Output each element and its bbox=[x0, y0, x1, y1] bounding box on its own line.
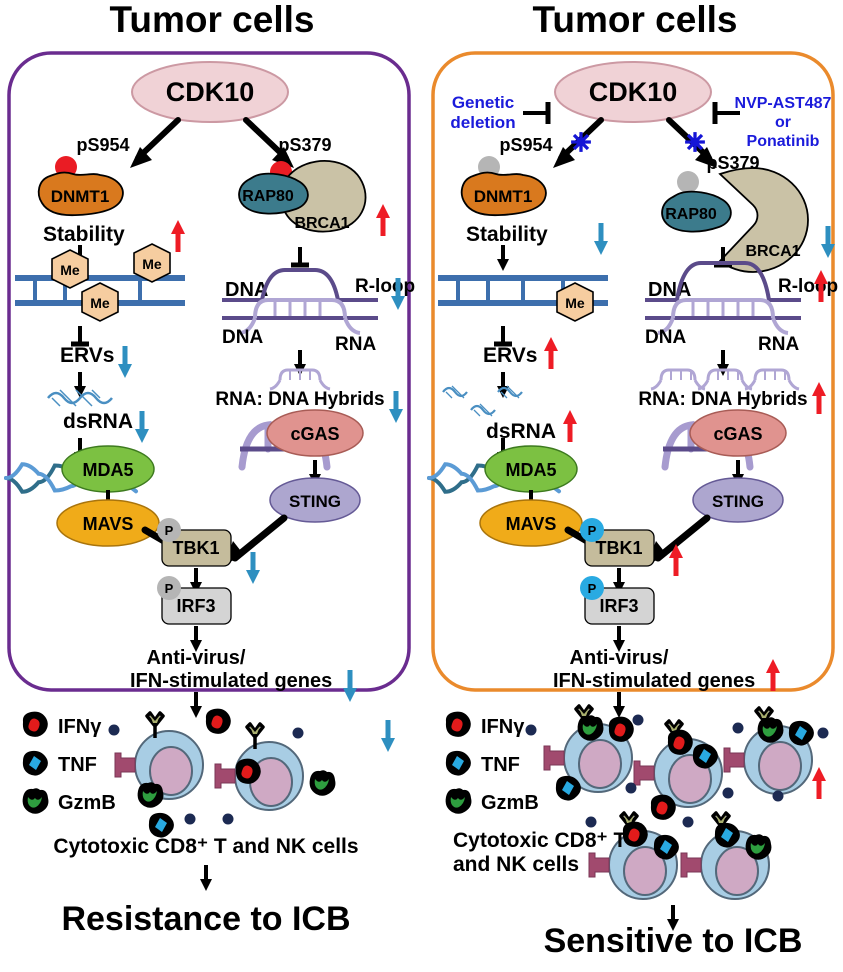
svg-text:MAVS: MAVS bbox=[506, 514, 557, 534]
svg-text:P: P bbox=[165, 523, 174, 538]
svg-text:TBK1: TBK1 bbox=[172, 538, 219, 558]
svg-text:RNA: RNA bbox=[335, 334, 376, 355]
svg-text:DNMT1: DNMT1 bbox=[474, 187, 533, 206]
svg-text:Anti-virus/: Anti-virus/ bbox=[147, 647, 246, 669]
svg-text:P: P bbox=[165, 581, 174, 596]
svg-text:DNA: DNA bbox=[648, 279, 691, 301]
svg-text:pS954: pS954 bbox=[76, 135, 129, 155]
svg-text:Tumor cells: Tumor cells bbox=[110, 0, 315, 40]
svg-text:STING: STING bbox=[289, 492, 341, 511]
svg-text:GzmB: GzmB bbox=[58, 792, 116, 814]
svg-text:Genetic: Genetic bbox=[452, 93, 514, 112]
svg-text:Stability: Stability bbox=[43, 223, 125, 246]
svg-text:BRCA1: BRCA1 bbox=[745, 243, 800, 260]
svg-text:GzmB: GzmB bbox=[481, 792, 539, 814]
svg-text:Me: Me bbox=[565, 295, 585, 311]
svg-text:Sensitive to ICB: Sensitive to ICB bbox=[544, 922, 803, 960]
svg-text:deletion: deletion bbox=[450, 113, 515, 132]
svg-text:pS379: pS379 bbox=[706, 153, 759, 173]
svg-text:TBK1: TBK1 bbox=[595, 538, 642, 558]
svg-text:RNA: DNA Hybrids: RNA: DNA Hybrids bbox=[638, 389, 807, 410]
svg-text:Cytotoxic CD8⁺ T: Cytotoxic CD8⁺ T bbox=[453, 829, 626, 852]
svg-text:dsRNA: dsRNA bbox=[486, 420, 556, 443]
svg-text:IFN-stimulated genes: IFN-stimulated genes bbox=[553, 670, 755, 692]
svg-text:CDK10: CDK10 bbox=[166, 77, 255, 107]
svg-text:P: P bbox=[588, 523, 597, 538]
svg-text:Anti-virus/: Anti-virus/ bbox=[570, 647, 669, 669]
svg-text:cGAS: cGAS bbox=[290, 424, 339, 444]
svg-text:RAP80: RAP80 bbox=[242, 188, 294, 205]
svg-text:pS379: pS379 bbox=[278, 135, 331, 155]
svg-text:MDA5: MDA5 bbox=[505, 460, 556, 480]
svg-text:ERVs: ERVs bbox=[483, 344, 537, 367]
svg-text:R-loop: R-loop bbox=[355, 276, 415, 297]
svg-text:ERVs: ERVs bbox=[60, 344, 114, 367]
svg-text:IRF3: IRF3 bbox=[176, 596, 215, 616]
svg-text:Me: Me bbox=[142, 256, 162, 272]
svg-text:IFNγ: IFNγ bbox=[58, 716, 102, 738]
svg-text:NVP-AST487: NVP-AST487 bbox=[735, 95, 832, 112]
svg-text:Ponatinib: Ponatinib bbox=[747, 133, 820, 150]
svg-text:Tumor cells: Tumor cells bbox=[533, 0, 738, 40]
svg-text:and NK cells: and NK cells bbox=[453, 853, 579, 876]
svg-text:RNA: DNA Hybrids: RNA: DNA Hybrids bbox=[215, 389, 384, 410]
svg-text:MAVS: MAVS bbox=[83, 514, 134, 534]
svg-text:DNMT1: DNMT1 bbox=[51, 187, 110, 206]
svg-text:or: or bbox=[775, 114, 791, 131]
svg-text:P: P bbox=[588, 581, 597, 596]
svg-text:IRF3: IRF3 bbox=[599, 596, 638, 616]
svg-text:Resistance to ICB: Resistance to ICB bbox=[61, 900, 350, 938]
svg-text:RAP80: RAP80 bbox=[665, 206, 717, 223]
svg-text:DNA: DNA bbox=[222, 327, 263, 348]
svg-text:DNA: DNA bbox=[645, 327, 686, 348]
svg-text:dsRNA: dsRNA bbox=[63, 410, 133, 433]
svg-text:TNF: TNF bbox=[58, 754, 97, 776]
svg-text:CDK10: CDK10 bbox=[589, 77, 678, 107]
svg-text:IFN-stimulated genes: IFN-stimulated genes bbox=[130, 670, 332, 692]
svg-text:Me: Me bbox=[60, 262, 80, 278]
svg-text:Cytotoxic CD8⁺ T and NK cells: Cytotoxic CD8⁺ T and NK cells bbox=[53, 835, 358, 858]
svg-text:RNA: RNA bbox=[758, 334, 799, 355]
svg-text:Stability: Stability bbox=[466, 223, 548, 246]
svg-text:Me: Me bbox=[90, 295, 110, 311]
svg-text:cGAS: cGAS bbox=[713, 424, 762, 444]
svg-text:TNF: TNF bbox=[481, 754, 520, 776]
svg-text:MDA5: MDA5 bbox=[82, 460, 133, 480]
svg-text:pS954: pS954 bbox=[499, 135, 552, 155]
svg-text:R-loop: R-loop bbox=[778, 276, 838, 297]
svg-text:IFNγ: IFNγ bbox=[481, 716, 525, 738]
svg-text:BRCA1: BRCA1 bbox=[294, 215, 349, 232]
svg-text:STING: STING bbox=[712, 492, 764, 511]
